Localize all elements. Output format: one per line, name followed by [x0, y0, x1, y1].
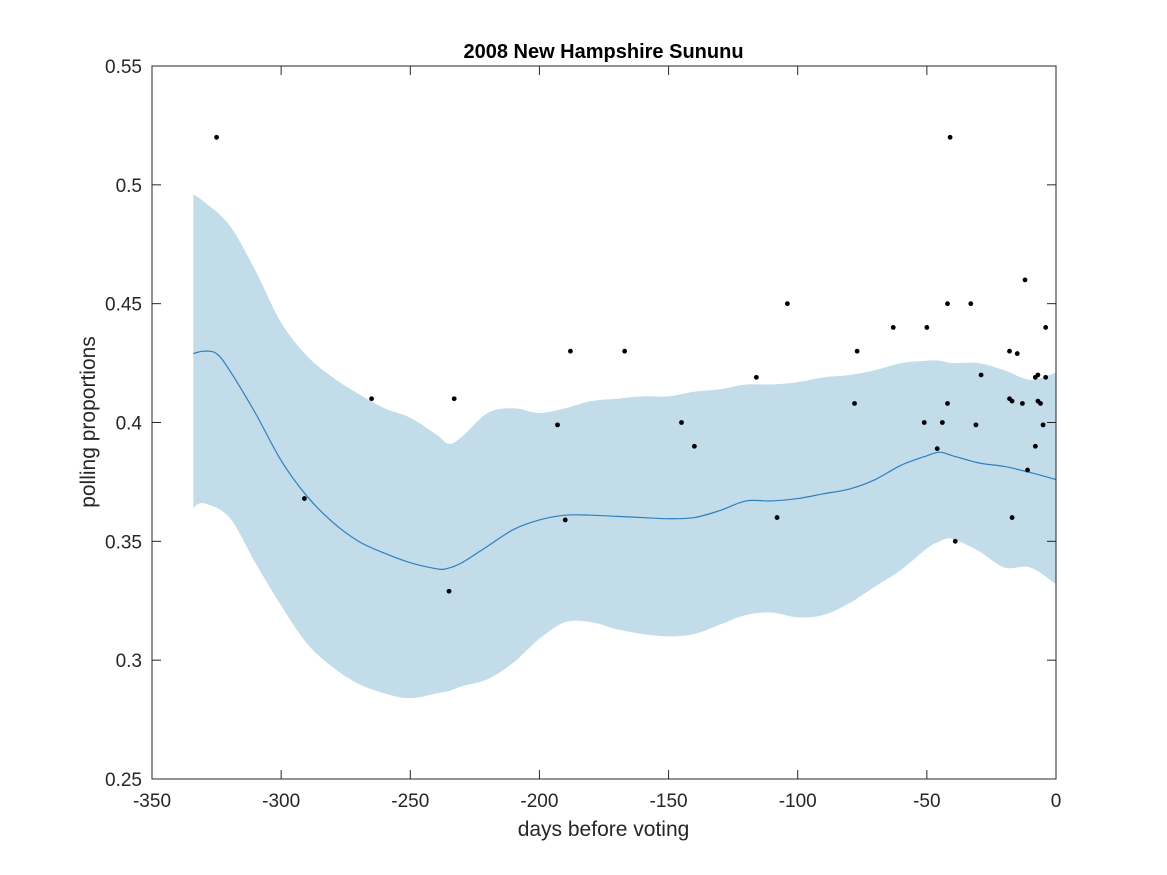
poll-point	[301, 496, 307, 501]
poll-point	[934, 446, 940, 452]
poll-point	[555, 422, 560, 428]
poll-point	[369, 396, 374, 402]
poll-points	[214, 134, 1049, 594]
poll-point	[451, 396, 457, 402]
poll-point	[214, 134, 219, 140]
poll-point	[852, 401, 857, 406]
poll-point	[968, 301, 974, 307]
y-tick-label: 0.5	[116, 176, 142, 197]
poll-point	[692, 443, 697, 449]
poll-point	[679, 420, 684, 425]
y-tick-label: 0.55	[105, 57, 142, 78]
x-tick-label: -300	[262, 791, 300, 812]
poll-point	[753, 374, 759, 380]
poll-point	[945, 301, 950, 307]
y-tick-label: 0.4	[116, 414, 143, 435]
y-tick-label: 0.3	[116, 651, 142, 672]
x-axis-label: days before voting	[518, 818, 690, 841]
poll-point	[978, 372, 984, 378]
poll-point	[947, 134, 953, 140]
poll-point	[1043, 325, 1049, 330]
x-tick-label: -350	[133, 791, 171, 812]
poll-point	[924, 325, 930, 330]
poll-point	[1025, 467, 1030, 473]
poll-point	[1038, 401, 1043, 406]
plot-area	[193, 134, 1057, 699]
poll-point	[1009, 398, 1015, 404]
poll-point	[945, 401, 950, 406]
poll-point	[1014, 351, 1020, 356]
poll-point	[1009, 515, 1015, 520]
poll-point	[622, 348, 628, 354]
poll-point	[1040, 422, 1046, 428]
poll-point	[939, 420, 945, 425]
trend-line	[193, 350, 1057, 571]
y-axis-label: polling proportions	[77, 336, 100, 508]
poll-point	[562, 517, 568, 523]
poll-point	[1032, 443, 1038, 449]
poll-point	[446, 588, 452, 594]
poll-point	[1020, 401, 1025, 406]
poll-point	[784, 301, 790, 307]
x-tick-label: -150	[650, 791, 688, 812]
poll-point	[1043, 374, 1049, 380]
x-tick-label: -50	[913, 791, 940, 812]
y-axis-ticks: 0.25 0.3 0.35 0.4 0.45 0.5 0.55	[105, 57, 1056, 791]
poll-point	[973, 422, 979, 428]
x-tick-label: -250	[391, 791, 429, 812]
poll-point	[890, 325, 896, 330]
poll-point	[952, 538, 958, 544]
x-tick-label: -200	[520, 791, 558, 812]
x-tick-label: -100	[779, 791, 817, 812]
y-tick-label: 0.35	[105, 532, 142, 553]
poll-point	[1022, 277, 1028, 283]
poll-point	[921, 420, 927, 425]
poll-point	[1035, 372, 1041, 378]
chart-title: 2008 New Hampshire Sununu	[463, 41, 743, 63]
poll-point	[568, 348, 573, 354]
poll-point	[1007, 348, 1012, 354]
poll-point	[774, 515, 780, 520]
y-tick-label: 0.45	[105, 295, 142, 316]
y-tick-label: 0.25	[105, 770, 142, 791]
poll-point	[854, 348, 860, 354]
confidence-band	[193, 194, 1056, 699]
x-axis-ticks: -350 -300 -250 -200 -150 -100 -50 0	[133, 66, 1061, 812]
x-tick-label: 0	[1051, 791, 1062, 812]
